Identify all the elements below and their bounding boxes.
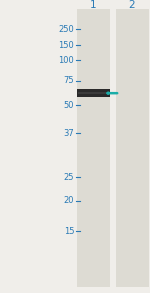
Text: 1: 1: [90, 0, 96, 10]
Bar: [116, 9, 148, 287]
Text: 75: 75: [64, 76, 74, 85]
Bar: [76, 89, 110, 97]
Text: 15: 15: [64, 227, 74, 236]
Text: 2: 2: [129, 0, 135, 10]
Text: 37: 37: [63, 129, 74, 138]
Text: 20: 20: [64, 196, 74, 205]
Bar: [76, 9, 110, 287]
Text: 25: 25: [64, 173, 74, 182]
Text: 250: 250: [58, 25, 74, 34]
Text: 50: 50: [64, 101, 74, 110]
Text: 100: 100: [58, 56, 74, 64]
Bar: [78, 92, 108, 94]
Text: 150: 150: [58, 41, 74, 50]
